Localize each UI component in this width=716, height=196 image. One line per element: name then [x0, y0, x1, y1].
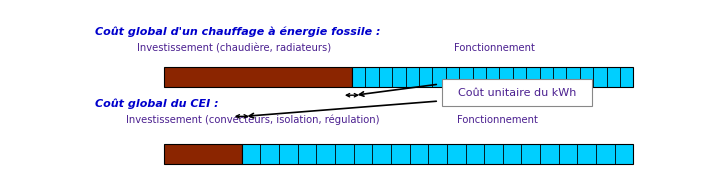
- Text: Investissement (convecteurs, isolation, régulation): Investissement (convecteurs, isolation, …: [127, 115, 380, 125]
- Text: Coût global d'un chauffage à énergie fossile :: Coût global d'un chauffage à énergie fos…: [95, 26, 380, 37]
- Text: Investissement (chaudière, radiateurs): Investissement (chaudière, radiateurs): [137, 43, 331, 53]
- FancyBboxPatch shape: [442, 79, 591, 106]
- Text: Coût unitaire du kWh: Coût unitaire du kWh: [458, 88, 576, 98]
- Bar: [165, 67, 352, 87]
- Bar: [242, 144, 633, 164]
- Text: Coût global du CEI :: Coût global du CEI :: [95, 99, 218, 110]
- Text: Fonctionnement: Fonctionnement: [457, 115, 538, 125]
- Text: Fonctionnement: Fonctionnement: [454, 43, 535, 53]
- Bar: [165, 144, 242, 164]
- Bar: [352, 67, 633, 87]
